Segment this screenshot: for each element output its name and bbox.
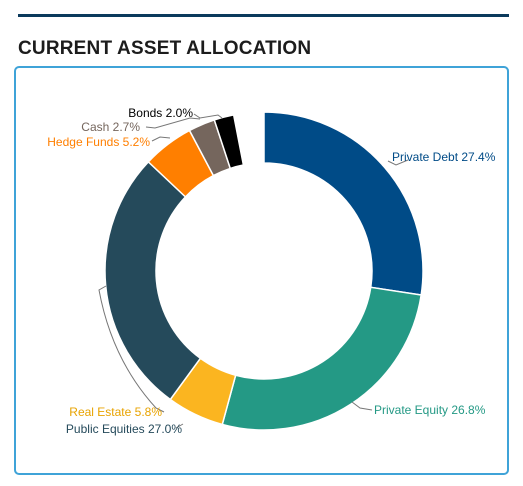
slice-bonds[interactable] xyxy=(213,114,245,170)
callout-hedge-funds xyxy=(151,136,171,142)
callout-private-debt xyxy=(387,159,409,166)
label-private-debt: Private Debt 27.4% xyxy=(392,150,496,164)
label-cash: Cash 2.7% xyxy=(81,120,140,134)
callout-real-estate xyxy=(175,423,184,429)
label-bonds: Bonds 2.0% xyxy=(128,106,193,120)
slice-private-debt[interactable] xyxy=(263,111,424,296)
label-private-equity: Private Equity 26.8% xyxy=(374,403,486,417)
chart-card xyxy=(14,66,509,475)
slice-labels: Private Debt 27.4% Private Equity 26.8% Re… xyxy=(47,106,495,436)
callout-private-equity xyxy=(351,401,373,411)
callout-bonds xyxy=(193,113,223,119)
callout-cash xyxy=(145,117,201,129)
donut-slices xyxy=(104,111,424,431)
label-hedge-funds: Hedge Funds 5.2% xyxy=(47,135,150,149)
label-real-estate: Real Estate 5.8% xyxy=(69,405,162,419)
label-public-equities: Public Equities 27.0% xyxy=(66,422,182,436)
top-rule xyxy=(18,14,509,17)
label-callouts xyxy=(98,113,409,429)
callout-public-equities xyxy=(98,285,165,413)
page-title: CURRENT ASSET ALLOCATION xyxy=(18,38,312,59)
